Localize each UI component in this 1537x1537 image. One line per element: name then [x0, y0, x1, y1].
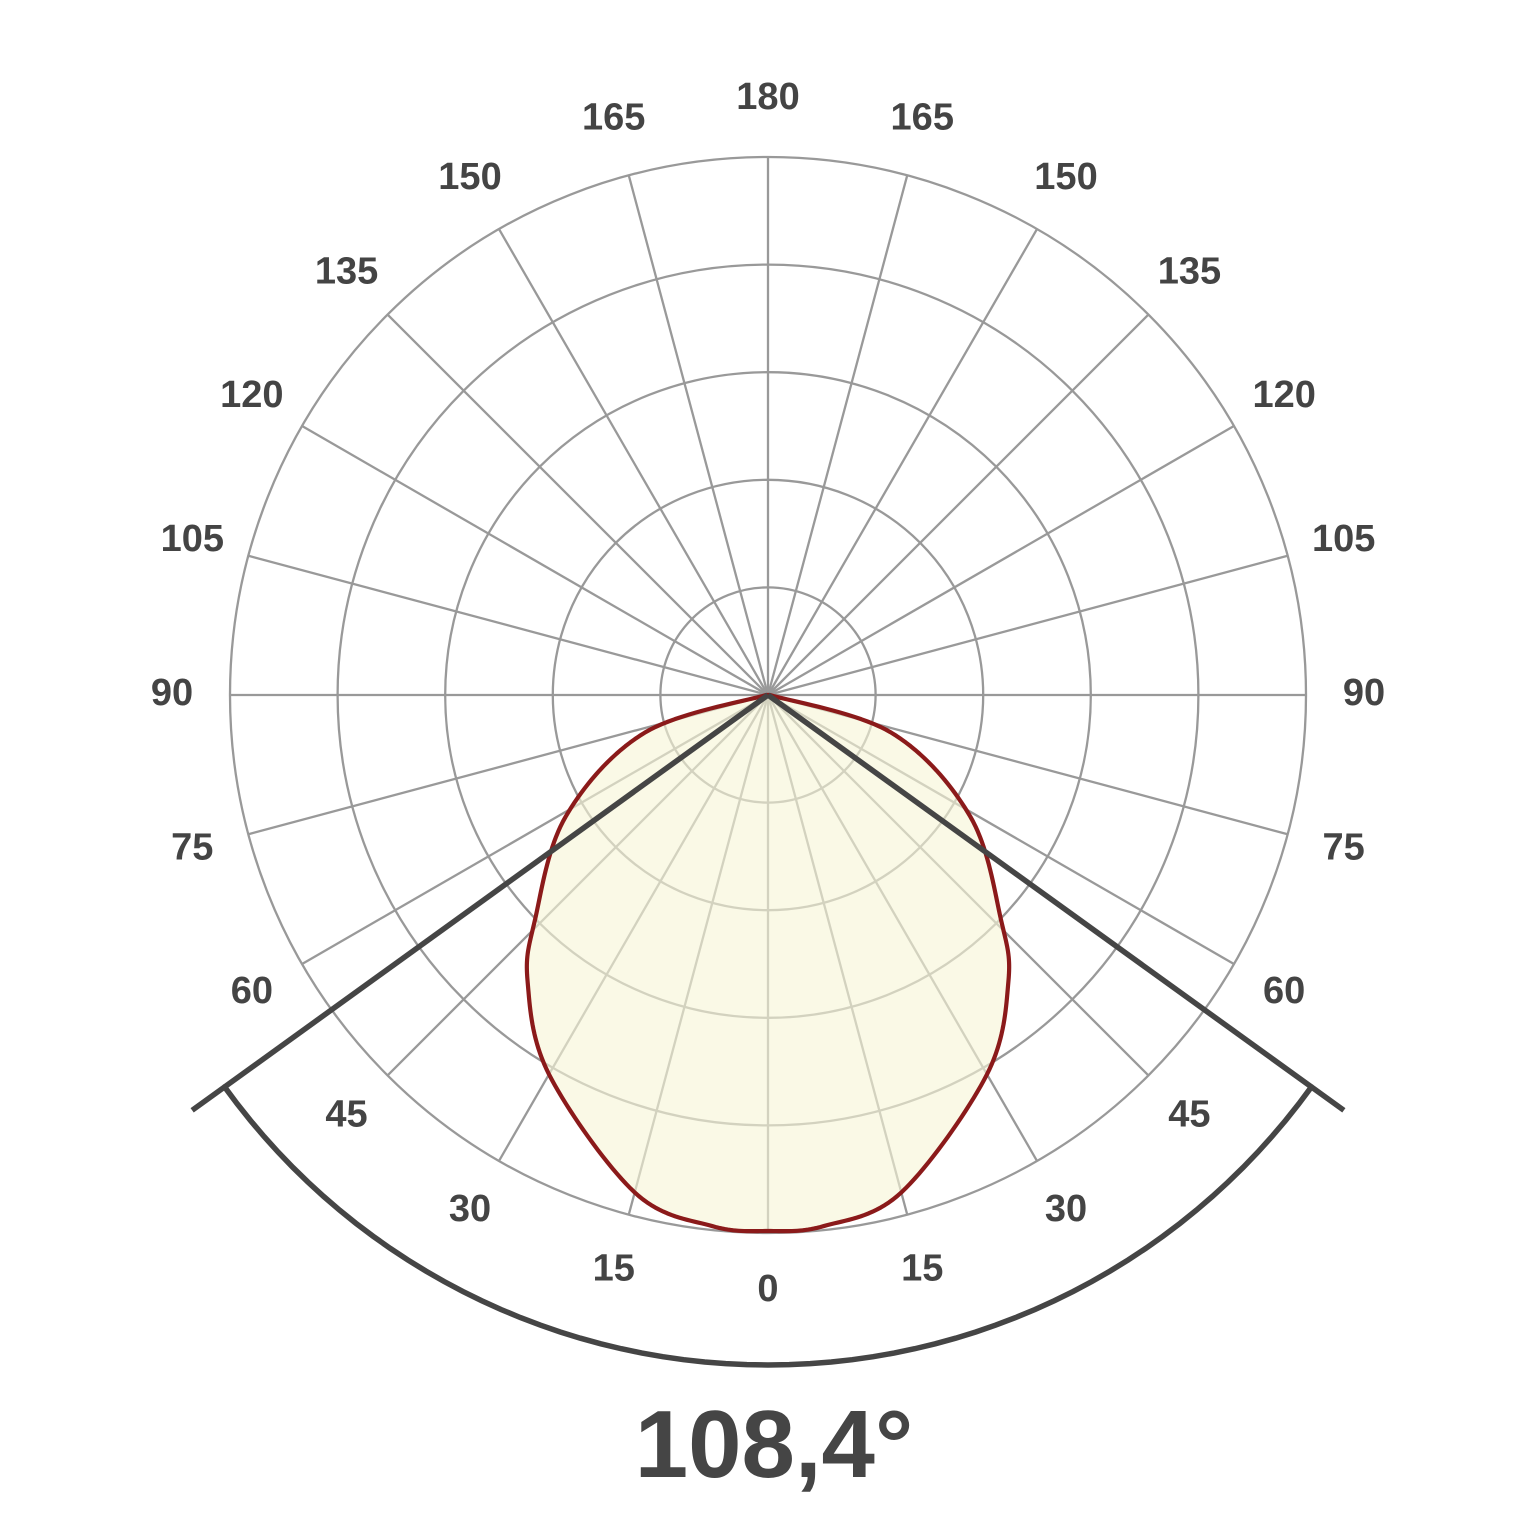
svg-text:180: 180 [736, 76, 799, 118]
svg-text:45: 45 [1168, 1093, 1210, 1135]
svg-text:75: 75 [171, 826, 213, 868]
svg-text:60: 60 [231, 970, 273, 1012]
svg-text:0: 0 [757, 1268, 778, 1310]
svg-text:120: 120 [1252, 374, 1315, 416]
svg-text:90: 90 [151, 672, 193, 714]
svg-text:165: 165 [582, 96, 645, 138]
svg-text:135: 135 [1158, 251, 1221, 293]
svg-text:165: 165 [891, 96, 954, 138]
svg-text:60: 60 [1263, 970, 1305, 1012]
svg-text:105: 105 [161, 518, 224, 560]
svg-text:150: 150 [1034, 156, 1097, 198]
svg-text:15: 15 [901, 1248, 943, 1290]
svg-text:45: 45 [325, 1093, 367, 1135]
svg-text:15: 15 [593, 1248, 635, 1290]
svg-text:150: 150 [438, 156, 501, 198]
svg-text:90: 90 [1343, 672, 1385, 714]
svg-text:120: 120 [220, 374, 283, 416]
svg-text:30: 30 [449, 1188, 491, 1230]
svg-text:108,4°: 108,4° [635, 1391, 914, 1498]
svg-text:135: 135 [315, 251, 378, 293]
svg-text:30: 30 [1045, 1188, 1087, 1230]
svg-text:75: 75 [1323, 826, 1365, 868]
svg-text:105: 105 [1312, 518, 1375, 560]
